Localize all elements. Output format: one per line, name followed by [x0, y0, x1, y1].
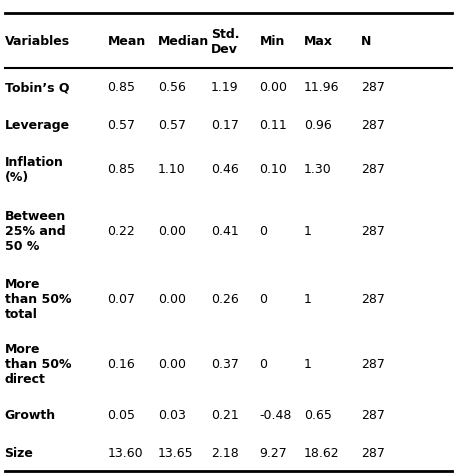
Text: Size: Size: [5, 446, 33, 459]
Text: 0.57: 0.57: [158, 119, 186, 131]
Text: 1.10: 1.10: [158, 163, 186, 176]
Text: 0.00: 0.00: [158, 224, 186, 238]
Text: 0.03: 0.03: [158, 408, 186, 421]
Text: 0.85: 0.85: [107, 163, 135, 176]
Text: 0.11: 0.11: [260, 119, 287, 131]
Text: 287: 287: [361, 293, 385, 306]
Text: 287: 287: [361, 119, 385, 131]
Text: Max: Max: [304, 35, 333, 48]
Text: Variables: Variables: [5, 35, 70, 48]
Text: 9.27: 9.27: [260, 446, 287, 459]
Text: 0.96: 0.96: [304, 119, 332, 131]
Text: 287: 287: [361, 446, 385, 459]
Text: 0.00: 0.00: [260, 81, 287, 94]
Text: 0.00: 0.00: [158, 293, 186, 306]
Text: More
than 50%
direct: More than 50% direct: [5, 342, 71, 385]
Text: -0.48: -0.48: [260, 408, 292, 421]
Text: 1: 1: [304, 293, 312, 306]
Text: 0.17: 0.17: [211, 119, 239, 131]
Text: Std.
Dev: Std. Dev: [211, 28, 239, 56]
Text: Leverage: Leverage: [5, 119, 70, 131]
Text: 0.00: 0.00: [158, 357, 186, 370]
Text: 0.57: 0.57: [107, 119, 135, 131]
Text: 0.46: 0.46: [211, 163, 239, 176]
Text: 0.21: 0.21: [211, 408, 239, 421]
Text: 0.65: 0.65: [304, 408, 332, 421]
Text: 13.60: 13.60: [107, 446, 143, 459]
Text: Between
25% and
50 %: Between 25% and 50 %: [5, 209, 66, 252]
Text: 11.96: 11.96: [304, 81, 340, 94]
Text: 287: 287: [361, 408, 385, 421]
Text: 0: 0: [260, 357, 268, 370]
Text: Growth: Growth: [5, 408, 56, 421]
Text: 1.19: 1.19: [211, 81, 239, 94]
Text: 287: 287: [361, 163, 385, 176]
Text: 287: 287: [361, 81, 385, 94]
Text: 287: 287: [361, 224, 385, 238]
Text: 0.41: 0.41: [211, 224, 239, 238]
Text: Tobin’s Q: Tobin’s Q: [5, 81, 69, 94]
Text: Inflation
(%): Inflation (%): [5, 156, 64, 183]
Text: 287: 287: [361, 357, 385, 370]
Text: 1.30: 1.30: [304, 163, 332, 176]
Text: 0: 0: [260, 224, 268, 238]
Text: N: N: [361, 35, 372, 48]
Text: 0: 0: [260, 293, 268, 306]
Text: Mean: Mean: [107, 35, 146, 48]
Text: 2.18: 2.18: [211, 446, 239, 459]
Text: 0.37: 0.37: [211, 357, 239, 370]
Text: Median: Median: [158, 35, 209, 48]
Text: 0.26: 0.26: [211, 293, 239, 306]
Text: 18.62: 18.62: [304, 446, 340, 459]
Text: 0.05: 0.05: [107, 408, 135, 421]
Text: 1: 1: [304, 357, 312, 370]
Text: 13.65: 13.65: [158, 446, 193, 459]
Text: 0.10: 0.10: [260, 163, 287, 176]
Text: 1: 1: [304, 224, 312, 238]
Text: 0.07: 0.07: [107, 293, 135, 306]
Text: 0.16: 0.16: [107, 357, 135, 370]
Text: 0.56: 0.56: [158, 81, 186, 94]
Text: More
than 50%
total: More than 50% total: [5, 278, 71, 320]
Text: Min: Min: [260, 35, 285, 48]
Text: 0.85: 0.85: [107, 81, 135, 94]
Text: 0.22: 0.22: [107, 224, 135, 238]
